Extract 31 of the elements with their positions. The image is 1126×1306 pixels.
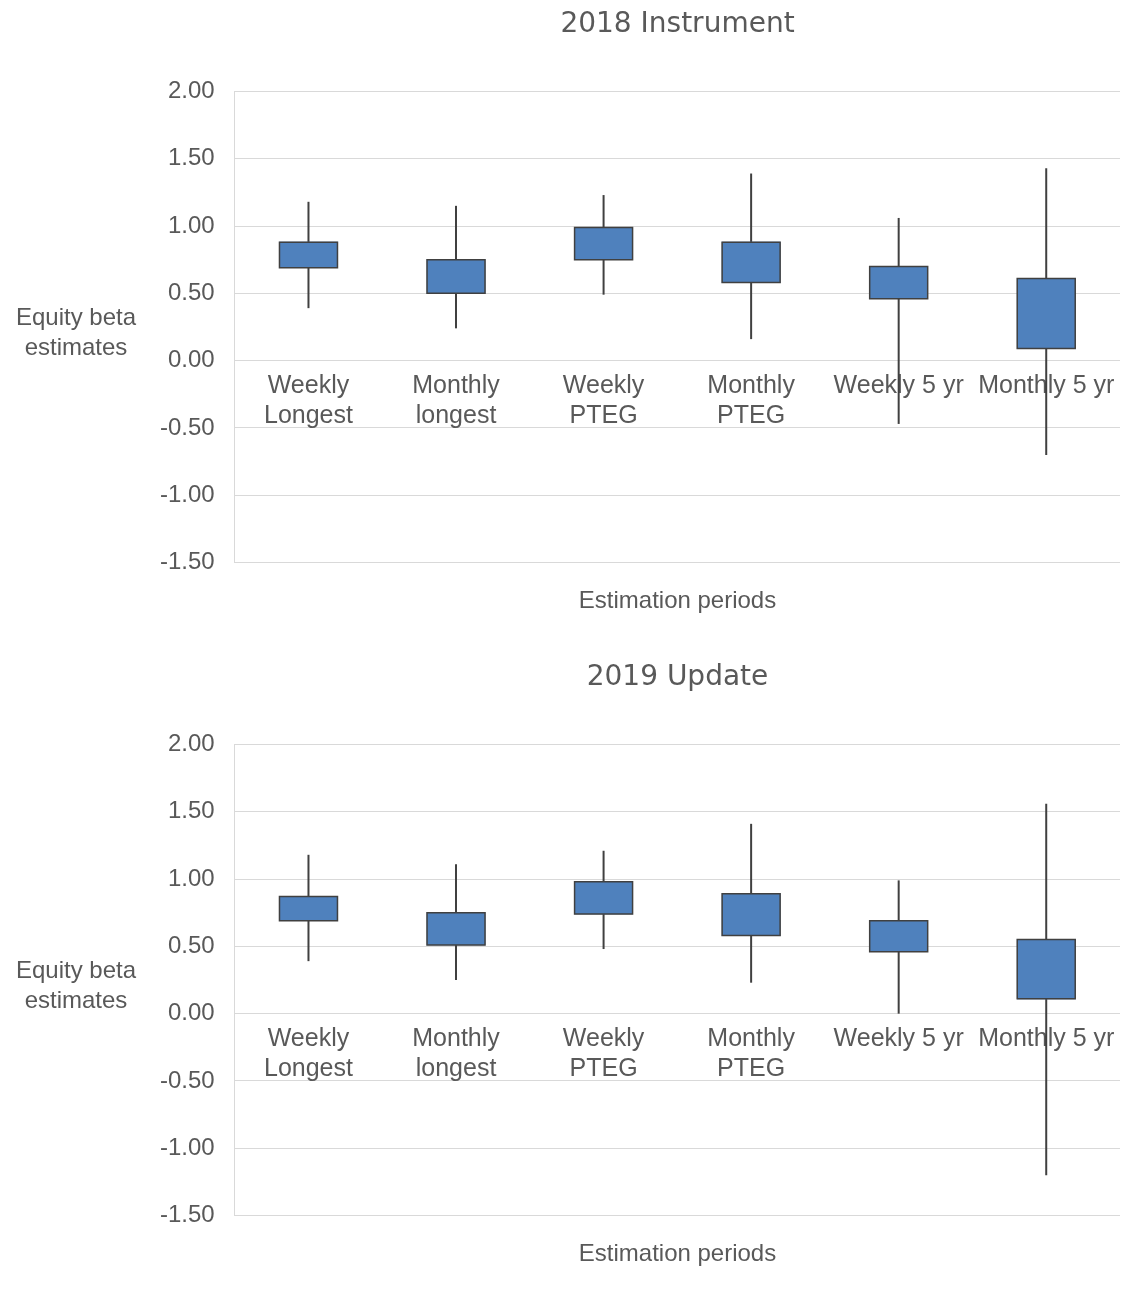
y-tick-label: 2.00 bbox=[167, 729, 215, 757]
y-tick-label: 0.00 bbox=[167, 345, 215, 373]
x-axis-title: Estimation periods bbox=[577, 586, 778, 614]
y-tick-label: -1.50 bbox=[160, 1200, 215, 1228]
y-tick-label: 1.00 bbox=[167, 863, 215, 891]
y-tick-label: 0.50 bbox=[167, 277, 215, 305]
y-tick-label: 0.50 bbox=[167, 930, 215, 958]
y-tick-label: 1.50 bbox=[167, 796, 215, 824]
y-tick-label: 1.50 bbox=[167, 143, 215, 171]
chart-title: 2018 Instrument bbox=[559, 6, 796, 39]
y-tick-label: -1.00 bbox=[160, 1132, 215, 1160]
x-tick-label: Weekly Longest bbox=[263, 1022, 354, 1081]
x-tick-label: Weekly 5 yr bbox=[833, 1022, 964, 1051]
y-tick-label: 2.00 bbox=[167, 76, 215, 104]
x-tick-label: Weekly PTEG bbox=[562, 1022, 645, 1081]
x-tick-label: Monthly PTEG bbox=[707, 1022, 796, 1081]
y-tick-label: -0.50 bbox=[160, 412, 215, 440]
y-tick-label: 1.00 bbox=[167, 210, 215, 238]
chart-title: 2019 Update bbox=[585, 659, 770, 692]
x-tick-label: Weekly Longest bbox=[263, 369, 354, 428]
y-tick-label: -1.00 bbox=[160, 479, 215, 507]
y-axis-title: Equity beta estimates bbox=[14, 302, 138, 362]
y-axis-title: Equity beta estimates bbox=[14, 955, 138, 1015]
y-tick-label: -1.50 bbox=[160, 547, 215, 575]
x-tick-label: Weekly PTEG bbox=[562, 369, 645, 428]
x-tick-label: Monthly longest bbox=[412, 369, 501, 428]
x-tick-label: Monthly PTEG bbox=[707, 369, 796, 428]
x-tick-label: Monthly longest bbox=[412, 1022, 501, 1081]
y-tick-label: -0.50 bbox=[160, 1065, 215, 1093]
x-axis-title: Estimation periods bbox=[577, 1239, 778, 1267]
y-tick-label: 0.00 bbox=[167, 998, 215, 1026]
